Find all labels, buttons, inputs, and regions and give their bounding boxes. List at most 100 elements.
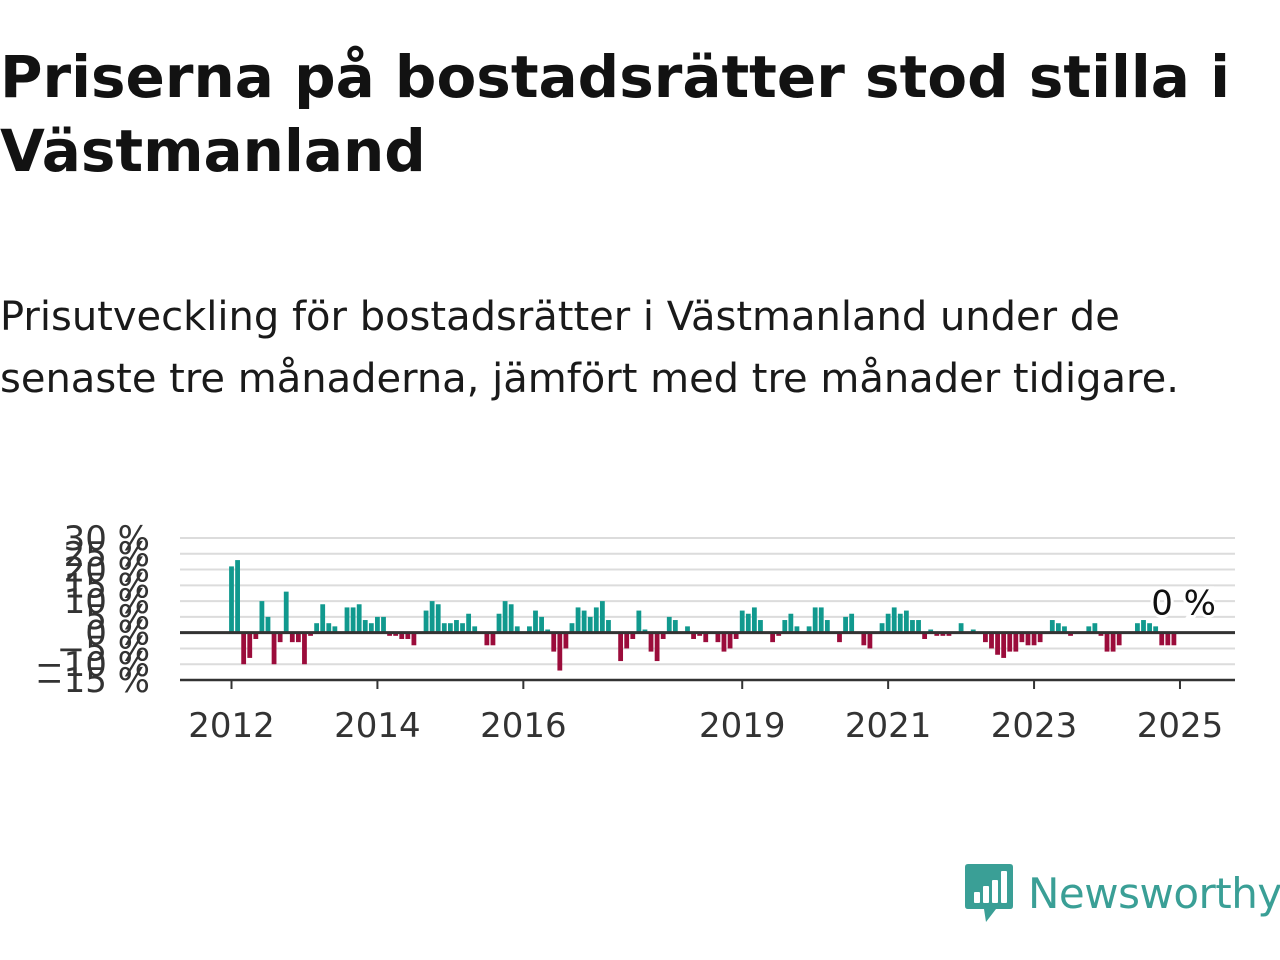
bar <box>1141 620 1146 633</box>
bar <box>265 616 271 633</box>
bar <box>861 632 867 646</box>
x-tick-label: 2021 <box>845 706 932 745</box>
bar <box>466 613 472 633</box>
x-tick-label: 2016 <box>480 706 567 745</box>
bar <box>606 620 611 633</box>
bar <box>818 607 824 633</box>
bar <box>867 632 873 649</box>
bar <box>447 623 453 633</box>
bar <box>794 626 800 633</box>
bar <box>1037 632 1043 643</box>
bar <box>648 632 654 652</box>
bar <box>758 620 763 633</box>
bar <box>253 632 259 639</box>
bar <box>922 632 928 639</box>
bar <box>1165 632 1171 646</box>
bar <box>435 604 441 633</box>
bar <box>545 629 551 633</box>
bar <box>599 601 605 633</box>
bar <box>1171 632 1177 646</box>
bar <box>1031 632 1037 646</box>
bar <box>241 632 247 665</box>
y-tick-label: −10 % <box>35 645 150 685</box>
last-value-label: 0 % <box>1151 584 1216 624</box>
bar <box>405 632 411 639</box>
bar <box>745 613 751 633</box>
y-tick-label: 15 % <box>64 566 150 606</box>
bar <box>770 632 776 643</box>
bar <box>229 566 234 633</box>
bar <box>727 632 733 649</box>
bar <box>1116 632 1122 646</box>
bar <box>302 632 307 665</box>
bar <box>715 632 721 643</box>
y-tick-label: −15 % <box>35 661 150 701</box>
bar <box>344 607 350 633</box>
bar <box>1055 623 1061 633</box>
bar <box>691 632 696 639</box>
y-tick-label: 0 % <box>85 614 150 654</box>
bar <box>812 607 818 633</box>
bar <box>587 616 593 633</box>
bar <box>1062 626 1067 633</box>
bar <box>697 632 703 636</box>
y-tick-label: 5 % <box>85 598 150 638</box>
bar <box>399 632 405 639</box>
bar <box>733 632 739 639</box>
bar <box>350 607 356 633</box>
bar <box>788 613 794 633</box>
bar <box>460 623 465 633</box>
bar <box>843 616 848 633</box>
bar <box>490 632 496 646</box>
bar <box>551 632 557 652</box>
bar <box>1068 632 1073 636</box>
x-axis-labels: 2012 2014 2016 2019 2021 2023 2025 <box>188 680 1223 745</box>
bar <box>934 632 940 636</box>
bar <box>685 626 690 633</box>
bar <box>703 632 709 643</box>
bar <box>393 632 399 636</box>
bar <box>1110 632 1116 652</box>
bar <box>575 607 581 633</box>
x-tick-label: 2025 <box>1137 706 1224 745</box>
bar <box>885 613 891 633</box>
bar <box>630 632 636 639</box>
bar <box>837 632 842 643</box>
bar <box>502 601 508 633</box>
bar <box>320 604 326 633</box>
x-tick-label: 2019 <box>699 706 786 745</box>
bar <box>849 613 855 633</box>
bar <box>593 607 599 633</box>
bar <box>441 623 447 633</box>
bar <box>356 604 362 633</box>
bar <box>533 610 538 633</box>
bar <box>508 604 514 633</box>
bar <box>569 623 575 633</box>
bar <box>514 626 520 633</box>
bar <box>928 629 934 633</box>
bar <box>1001 632 1007 658</box>
chart-subtitle: Prisutveckling för bostadsrätter i Västm… <box>0 294 1179 402</box>
bar <box>903 610 909 633</box>
bar <box>776 632 782 636</box>
bar <box>283 591 289 633</box>
bar <box>1147 623 1152 633</box>
bar <box>381 616 386 633</box>
bar <box>824 620 830 633</box>
bar <box>368 623 374 633</box>
bar <box>362 620 368 633</box>
bar <box>1092 623 1098 633</box>
bar <box>983 632 988 643</box>
gridlines <box>180 537 1235 681</box>
newsworthy-logo: Newsworthy <box>964 862 1280 924</box>
bar <box>563 632 569 649</box>
bar <box>1098 632 1104 636</box>
bar <box>557 632 563 671</box>
bar <box>782 620 788 633</box>
bar <box>1019 632 1025 643</box>
bar <box>235 560 240 633</box>
bar <box>454 620 459 633</box>
bar <box>527 626 532 633</box>
bar <box>387 632 392 636</box>
value-labels: 0 % <box>1148 581 1219 627</box>
